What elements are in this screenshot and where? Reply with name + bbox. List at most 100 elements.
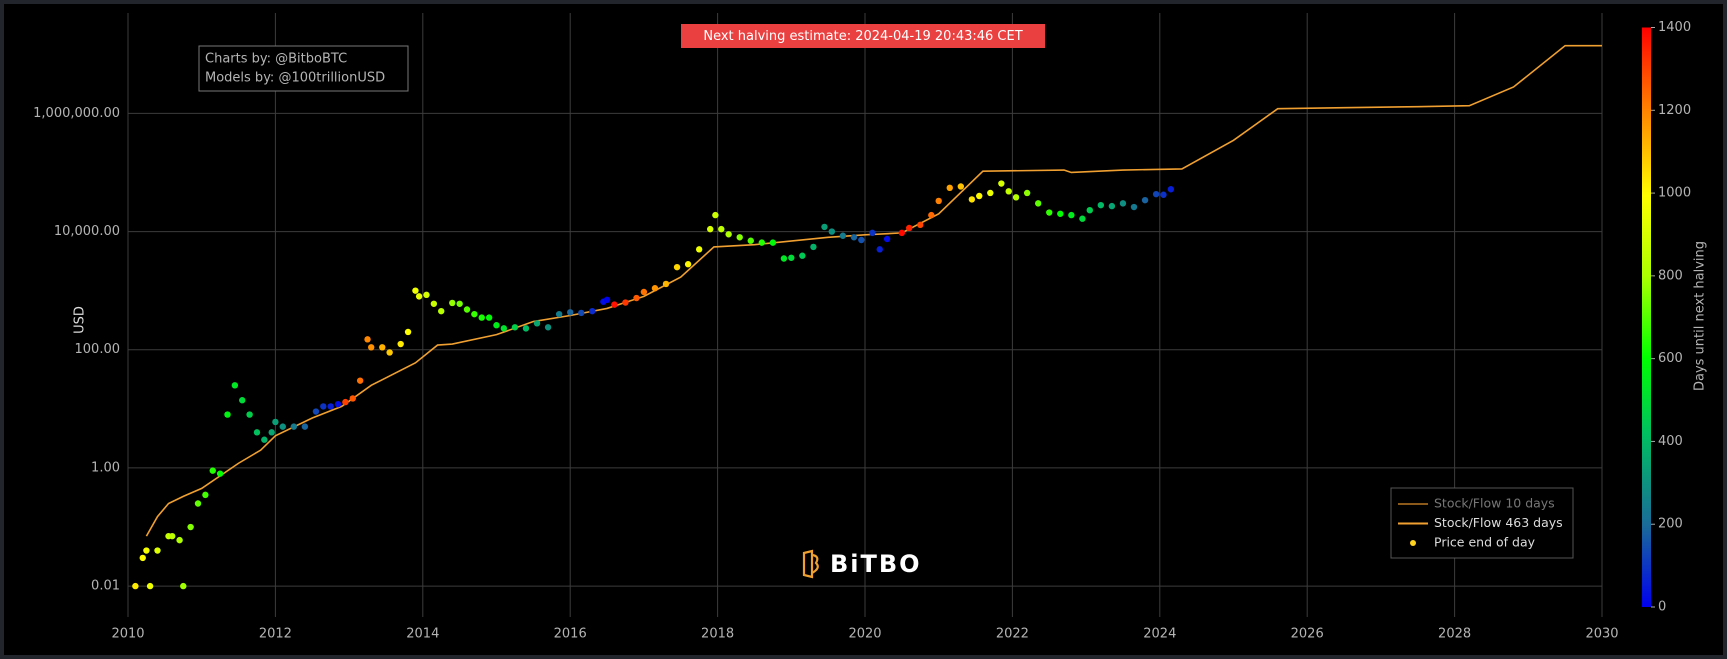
price-point <box>412 287 419 294</box>
legend-swatch <box>1410 540 1416 546</box>
colorbar-tick-label: 1000 <box>1658 186 1691 201</box>
price-point <box>578 309 585 317</box>
annotation: Next halving estimate: 2024-04-19 20:43:… <box>703 29 1022 44</box>
price-point <box>478 314 485 321</box>
price-point <box>858 236 865 244</box>
colorbar-tick-label: 200 <box>1658 517 1683 532</box>
price-point <box>253 429 261 436</box>
price-point <box>898 229 906 237</box>
price-point <box>349 395 356 402</box>
price-point <box>533 320 541 327</box>
price-point <box>334 400 342 408</box>
price-point <box>876 246 883 253</box>
price-point <box>180 582 187 590</box>
price-point <box>662 280 670 288</box>
price-point <box>987 189 994 197</box>
price-point <box>231 382 239 389</box>
price-point <box>946 184 953 192</box>
price-point <box>839 232 847 239</box>
price-point <box>449 299 456 307</box>
price-point <box>1023 189 1031 197</box>
price-point <box>430 300 438 307</box>
colorbar-tick-label: 1200 <box>1658 103 1691 118</box>
price-point <box>301 423 309 430</box>
credit: Charts by: @BitboBTC <box>205 52 347 67</box>
x-tick-label: 2030 <box>1585 627 1618 642</box>
x-tick-label: 2028 <box>1438 627 1471 642</box>
price-point <box>1152 190 1160 198</box>
price-point <box>622 299 629 306</box>
price-point <box>272 418 279 426</box>
price-point <box>187 523 194 531</box>
price-point <box>176 536 183 544</box>
price-point <box>555 310 563 318</box>
price-point <box>712 211 719 219</box>
x-tick-label: 2014 <box>406 627 439 642</box>
colorbar-title: Days until next halving <box>1693 241 1708 391</box>
price-point <box>268 429 275 436</box>
price-point <box>471 310 478 318</box>
model-line <box>145 44 1602 537</box>
price-point <box>1005 188 1012 195</box>
price-point <box>522 325 530 332</box>
price-point <box>718 225 725 233</box>
price-point <box>567 309 574 316</box>
credits-box <box>198 45 409 92</box>
colorbar <box>1642 27 1651 607</box>
price-point <box>379 344 386 351</box>
price-point <box>769 239 777 246</box>
price-point <box>246 411 253 418</box>
x-tick-label: 2010 <box>111 627 144 642</box>
y-tick-label: 10,000.00 <box>54 224 120 239</box>
price-point <box>194 500 202 507</box>
price-point <box>883 235 891 243</box>
price-point <box>640 288 648 296</box>
colorbar-tick-label: 0 <box>1658 600 1666 615</box>
x-tick-label: 2012 <box>259 627 292 642</box>
price-point <box>290 423 298 430</box>
price-point <box>821 223 828 231</box>
price-point <box>736 234 743 241</box>
price-point <box>673 263 681 271</box>
price-point <box>312 408 320 415</box>
x-tick-label: 2024 <box>1143 627 1176 642</box>
price-point <box>928 211 935 219</box>
y-axis-label: USD <box>73 306 88 334</box>
price-point <box>356 377 364 384</box>
price-point <box>1097 201 1105 209</box>
price-point <box>202 491 209 499</box>
price-point <box>695 246 703 253</box>
price-point <box>780 255 788 262</box>
price-point <box>725 231 732 238</box>
price-point <box>869 229 876 237</box>
credit: Models by: @100trillionUSD <box>205 71 385 86</box>
legend-label: Price end of day <box>1434 535 1536 550</box>
logo-icon <box>802 549 819 579</box>
price-point <box>342 398 349 406</box>
price-point <box>511 324 519 331</box>
price-point <box>500 325 508 332</box>
price-point <box>485 314 493 321</box>
price-point <box>589 307 596 315</box>
price-point <box>1046 209 1053 216</box>
price-point <box>415 293 423 300</box>
x-tick-label: 2016 <box>554 627 587 642</box>
price-point <box>1086 206 1093 214</box>
price-point <box>906 224 913 232</box>
price-point <box>1141 196 1149 204</box>
price-point <box>386 349 393 356</box>
y-tick-label: 1.00 <box>91 460 120 475</box>
price-point <box>224 411 231 418</box>
price-point <box>423 291 430 299</box>
price-point <box>707 225 714 233</box>
price-point <box>935 197 942 205</box>
price-point <box>976 192 983 200</box>
price-point <box>146 582 154 590</box>
price-point <box>320 403 327 410</box>
price-point <box>603 296 611 304</box>
price-point <box>456 300 463 307</box>
price-point <box>998 180 1005 187</box>
price-point <box>397 340 404 348</box>
price-point <box>493 322 500 329</box>
logo: BiTBO <box>830 550 922 578</box>
